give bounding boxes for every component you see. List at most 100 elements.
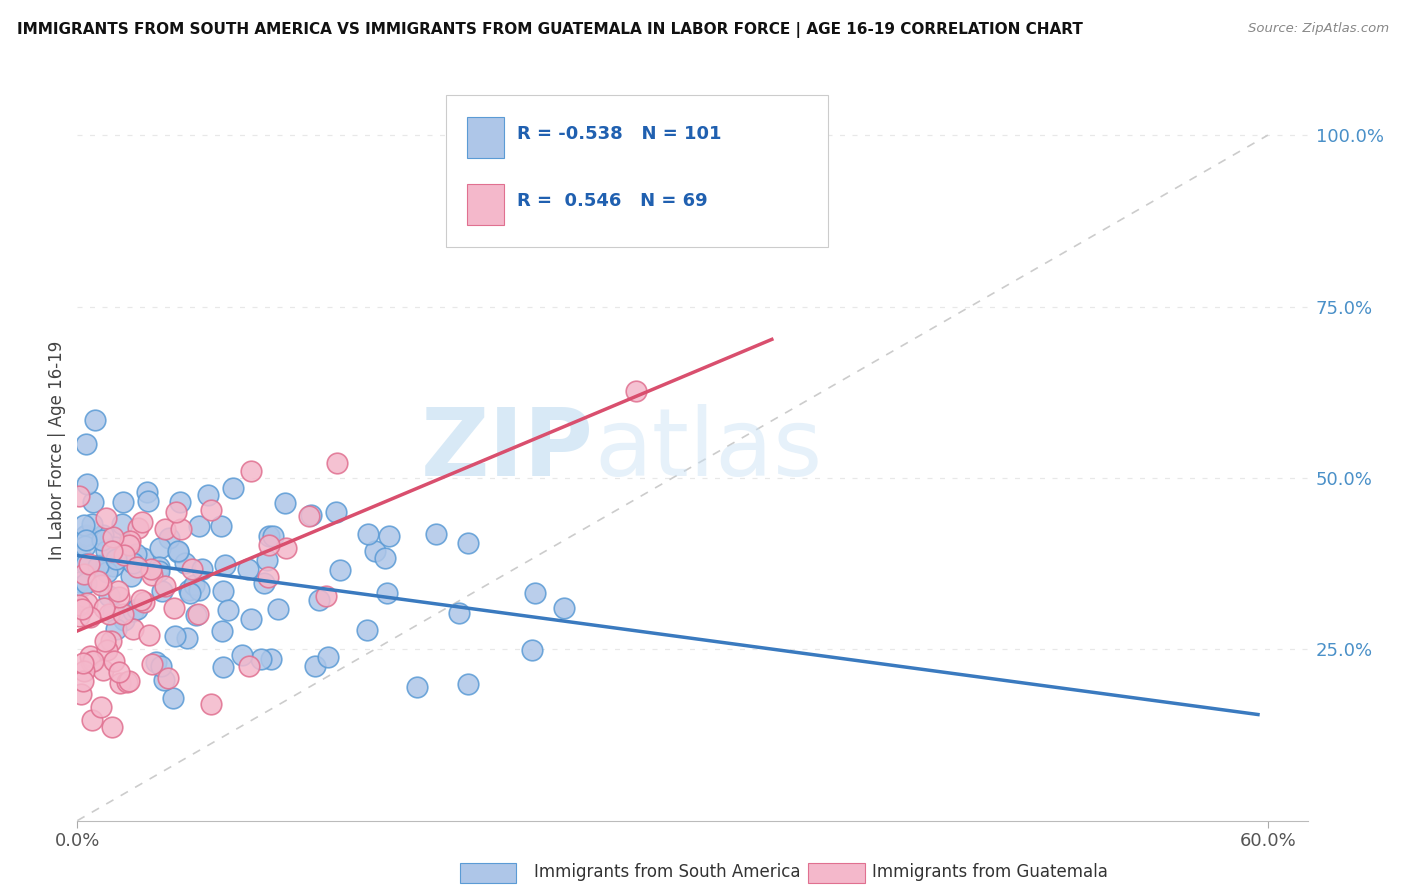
Point <box>96 565 118 579</box>
Point <box>148 564 170 578</box>
Point <box>315 589 337 603</box>
Point <box>156 671 179 685</box>
Point <box>357 527 380 541</box>
Point <box>211 659 233 673</box>
Point <box>75 528 97 542</box>
Point <box>231 648 253 663</box>
Point <box>108 665 131 679</box>
Point <box>122 604 145 618</box>
Point <box>107 584 129 599</box>
FancyBboxPatch shape <box>447 95 828 247</box>
Point <box>188 519 211 533</box>
Point <box>104 540 127 554</box>
Point <box>153 579 176 593</box>
Point <box>157 532 180 546</box>
Point <box>170 523 193 537</box>
Point <box>150 583 173 598</box>
Point <box>98 589 121 603</box>
Point <box>186 607 208 622</box>
Point <box>90 700 112 714</box>
Point <box>100 634 122 648</box>
Text: Immigrants from South America: Immigrants from South America <box>534 863 801 881</box>
Point <box>75 576 97 591</box>
Point <box>169 495 191 509</box>
Point <box>250 651 273 665</box>
Point <box>77 557 100 571</box>
Text: atlas: atlas <box>595 404 823 497</box>
Point <box>82 654 104 668</box>
Point <box>79 609 101 624</box>
Point <box>73 529 96 543</box>
Point <box>374 551 396 566</box>
Point <box>425 527 447 541</box>
Point <box>72 656 94 670</box>
Point <box>177 583 200 598</box>
Point <box>238 659 260 673</box>
Point <box>136 493 159 508</box>
Point <box>73 518 96 533</box>
Point <box>110 516 132 531</box>
Point <box>523 585 546 599</box>
Point <box>132 551 155 566</box>
Point <box>325 505 347 519</box>
Point <box>70 602 93 616</box>
Point <box>240 612 263 626</box>
Point <box>298 508 321 523</box>
Point <box>191 561 214 575</box>
Point <box>134 594 156 608</box>
Point <box>91 533 114 547</box>
Text: R = -0.538   N = 101: R = -0.538 N = 101 <box>516 125 721 143</box>
Point <box>125 547 148 561</box>
Point <box>91 663 114 677</box>
Point <box>180 562 202 576</box>
Point <box>67 489 90 503</box>
Point <box>375 585 398 599</box>
Point <box>183 578 205 592</box>
Point <box>221 481 243 495</box>
Point <box>94 633 117 648</box>
Y-axis label: In Labor Force | Age 16-19: In Labor Force | Age 16-19 <box>48 341 66 560</box>
Point <box>101 530 124 544</box>
Point <box>98 607 121 621</box>
Point <box>364 544 387 558</box>
Point <box>259 537 281 551</box>
Point <box>138 628 160 642</box>
Point <box>406 680 429 694</box>
Point <box>260 652 283 666</box>
Point <box>120 533 142 548</box>
Point <box>165 629 187 643</box>
Point <box>316 649 339 664</box>
Point <box>73 664 96 678</box>
Point <box>457 677 479 691</box>
Point <box>67 574 90 589</box>
Point <box>236 561 259 575</box>
Point <box>457 536 479 550</box>
Point <box>214 558 236 572</box>
Point <box>87 574 110 589</box>
Point <box>111 607 134 621</box>
Point <box>100 544 122 558</box>
Point <box>162 690 184 705</box>
Point <box>149 541 172 555</box>
Point <box>259 529 281 543</box>
Point <box>200 697 222 711</box>
Point <box>308 592 330 607</box>
Point <box>167 544 190 558</box>
Point <box>93 528 115 542</box>
Point <box>329 562 352 576</box>
Point <box>624 384 647 398</box>
Point <box>112 613 135 627</box>
Text: R =  0.546   N = 69: R = 0.546 N = 69 <box>516 192 707 210</box>
Point <box>75 540 97 554</box>
Point <box>200 502 222 516</box>
Text: Source: ZipAtlas.com: Source: ZipAtlas.com <box>1249 22 1389 36</box>
Point <box>69 550 91 565</box>
Point <box>72 567 94 582</box>
Point <box>80 516 103 531</box>
Point <box>139 562 162 576</box>
Text: IMMIGRANTS FROM SOUTH AMERICA VS IMMIGRANTS FROM GUATEMALA IN LABOR FORCE | AGE : IMMIGRANTS FROM SOUTH AMERICA VS IMMIGRA… <box>17 22 1083 38</box>
Point <box>153 673 176 687</box>
Point <box>150 658 173 673</box>
Point <box>120 569 142 583</box>
Point <box>378 529 401 543</box>
